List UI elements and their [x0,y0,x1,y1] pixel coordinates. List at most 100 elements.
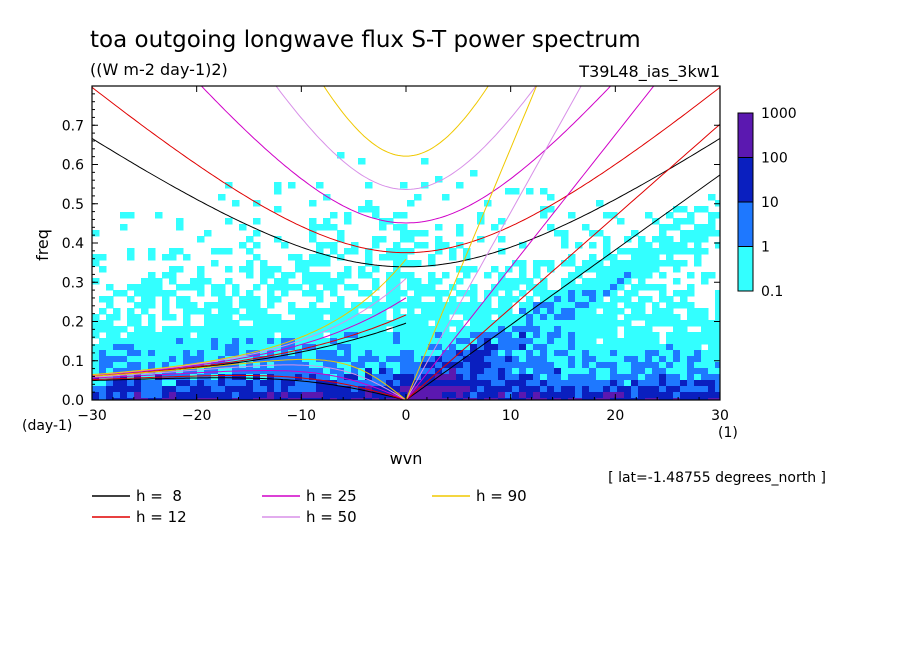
spectrum-cell [680,326,688,333]
spectrum-cell [106,392,114,399]
spectrum-cell [358,302,366,309]
spectrum-cell [232,380,240,387]
spectrum-cell [358,392,366,399]
spectrum-cell [631,398,639,400]
spectrum-cell [505,338,513,345]
spectrum-cell [421,314,429,321]
spectrum-cell [281,398,289,400]
spectrum-cell [365,362,373,369]
spectrum-cell [575,308,583,315]
spectrum-cell [694,242,702,249]
spectrum-cell [106,296,114,303]
spectrum-cell [316,356,324,363]
spectrum-cell [253,356,261,363]
spectrum-cell [204,368,212,375]
spectrum-cell [218,296,226,303]
dispersion-curve-h12-gravity [92,86,720,254]
spectrum-cell [687,230,695,237]
spectrum-cell [484,386,492,393]
spectrum-cell [120,356,128,363]
spectrum-cell [484,374,492,381]
spectrum-cell [407,260,415,267]
spectrum-cell [309,224,317,231]
spectrum-cell [92,230,100,237]
spectrum-cell [239,224,247,231]
spectrum-cell [645,350,653,357]
spectrum-cell [232,320,240,327]
spectrum-cell [463,386,471,393]
spectrum-cell [155,344,163,351]
spectrum-cell [211,386,219,393]
spectrum-cell [652,374,660,381]
spectrum-cell [134,284,142,291]
spectrum-cell [365,338,373,345]
spectrum-cell [197,380,205,387]
spectrum-cell [645,386,653,393]
spectrum-cell [253,230,261,237]
spectrum-cell [442,290,450,297]
spectrum-cell [708,392,716,399]
spectrum-cell [505,320,513,327]
spectrum-cell [554,356,562,363]
spectrum-cell [295,344,303,351]
spectrum-cell [533,266,541,273]
spectrum-cell [190,302,198,309]
spectrum-cell [659,386,667,393]
spectrum-cell [274,392,282,399]
spectrum-cell [176,218,184,225]
spectrum-cell [183,392,191,399]
spectrum-cell [218,308,226,315]
spectrum-cell [631,290,639,297]
spectrum-cell [365,368,373,375]
dispersion-curves [92,86,720,400]
spectrum-cell [701,368,709,375]
spectrum-cell [491,368,499,375]
spectrum-cell [183,386,191,393]
spectrum-cell [512,314,520,321]
spectrum-cell [589,362,597,369]
spectrum-cell [274,182,282,189]
spectrum-cell [526,188,534,195]
spectrum-cell [512,188,520,195]
spectrum-cell [715,242,720,249]
spectrum-cell [491,386,499,393]
spectrum-cell [575,242,583,249]
spectrum-cell [519,326,527,333]
spectrum-cell [701,278,709,285]
spectrum-cell [708,326,716,333]
spectrum-cell [386,368,394,375]
spectrum-cell [631,380,639,387]
spectrum-cell [344,326,352,333]
spectrum-cell [351,392,359,399]
spectrum-cell [498,332,506,339]
spectrum-cell [337,254,345,261]
spectrum-cell [400,338,408,345]
spectrum-cell [134,398,142,400]
spectrum-cell [337,332,345,339]
spectrum-cell [288,386,296,393]
spectrum-cell [225,320,233,327]
spectrum-cell [113,362,121,369]
spectrum-cell [330,362,338,369]
spectrum-cell [239,296,247,303]
spectrum-cell [666,260,674,267]
spectrum-cell [624,350,632,357]
spectrum-cell [610,386,618,393]
spectrum-cell [463,362,471,369]
spectrum-cell [428,260,436,267]
spectrum-cell [253,386,261,393]
spectrum-cell [365,182,373,189]
spectrum-cell [680,248,688,255]
spectrum-cell [281,242,289,249]
spectrum-cell [561,260,569,267]
spectrum-cell [547,368,555,375]
spectrum-cell [624,314,632,321]
spectrum-cell [246,332,254,339]
spectrum-cell [547,374,555,381]
spectrum-cell [617,344,625,351]
spectrum-cell [428,326,436,333]
x-tick-label: −10 [287,408,317,424]
spectrum-cell [330,314,338,321]
spectrum-cell [638,254,646,261]
spectrum-cell [505,374,513,381]
